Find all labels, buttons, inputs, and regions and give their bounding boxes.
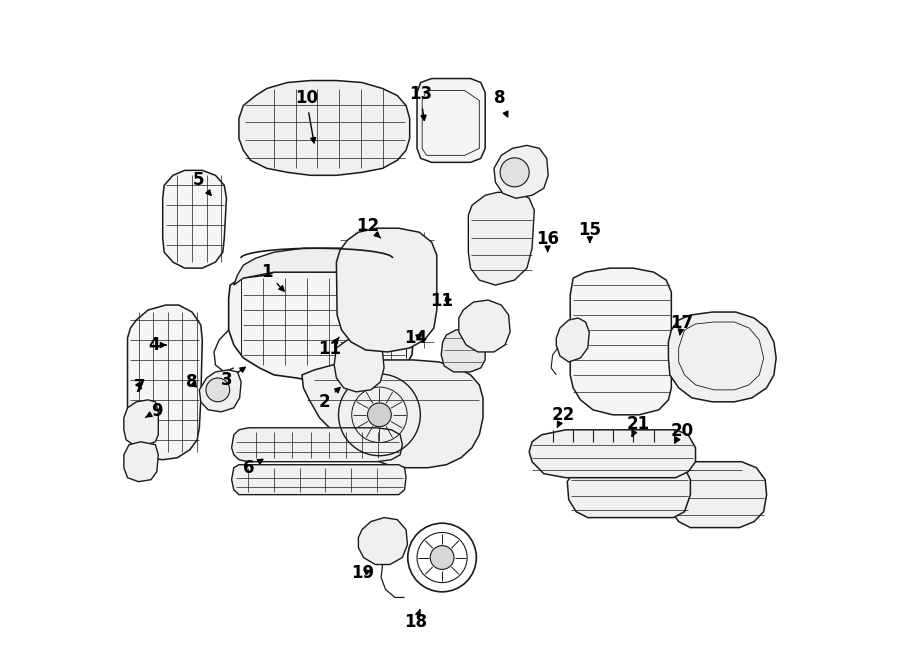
Text: 8: 8	[185, 373, 197, 391]
Polygon shape	[199, 370, 241, 412]
Polygon shape	[234, 248, 410, 285]
Polygon shape	[163, 171, 227, 268]
Text: 21: 21	[626, 415, 650, 436]
Polygon shape	[124, 400, 158, 445]
Polygon shape	[669, 312, 776, 402]
Text: 11: 11	[319, 337, 341, 358]
Polygon shape	[669, 462, 767, 527]
Text: 7: 7	[134, 377, 146, 395]
Text: 17: 17	[670, 313, 694, 334]
Polygon shape	[571, 268, 671, 415]
Text: 19: 19	[351, 564, 374, 582]
Polygon shape	[494, 145, 548, 198]
Polygon shape	[231, 428, 402, 462]
Text: 11: 11	[430, 292, 454, 310]
Circle shape	[367, 403, 392, 427]
Polygon shape	[441, 328, 485, 372]
Circle shape	[206, 378, 230, 402]
Polygon shape	[417, 79, 485, 163]
Text: 15: 15	[579, 221, 601, 243]
Text: 16: 16	[536, 231, 559, 252]
Polygon shape	[128, 305, 202, 460]
Text: 4: 4	[148, 336, 166, 354]
Text: 13: 13	[409, 85, 432, 120]
Text: 5: 5	[193, 171, 211, 195]
Text: 14: 14	[404, 329, 428, 348]
Polygon shape	[238, 81, 410, 175]
Polygon shape	[468, 192, 535, 285]
Text: 6: 6	[243, 459, 263, 477]
Polygon shape	[358, 518, 408, 564]
Polygon shape	[334, 338, 384, 392]
Text: 9: 9	[146, 402, 162, 420]
Text: 8: 8	[494, 89, 508, 117]
Text: 10: 10	[294, 89, 318, 143]
Polygon shape	[231, 465, 406, 494]
Polygon shape	[337, 228, 436, 352]
Polygon shape	[529, 430, 696, 478]
Polygon shape	[124, 442, 158, 482]
Text: 3: 3	[221, 368, 246, 389]
Text: 12: 12	[356, 217, 381, 238]
Text: 2: 2	[319, 387, 340, 410]
Polygon shape	[567, 462, 690, 518]
Text: 20: 20	[670, 422, 694, 443]
Polygon shape	[459, 300, 510, 352]
Circle shape	[430, 545, 454, 569]
Text: 18: 18	[404, 610, 428, 631]
Polygon shape	[302, 360, 483, 468]
Text: 22: 22	[552, 406, 575, 427]
Text: 1: 1	[261, 264, 284, 291]
Circle shape	[500, 158, 529, 187]
Polygon shape	[229, 272, 413, 382]
Polygon shape	[556, 318, 590, 362]
